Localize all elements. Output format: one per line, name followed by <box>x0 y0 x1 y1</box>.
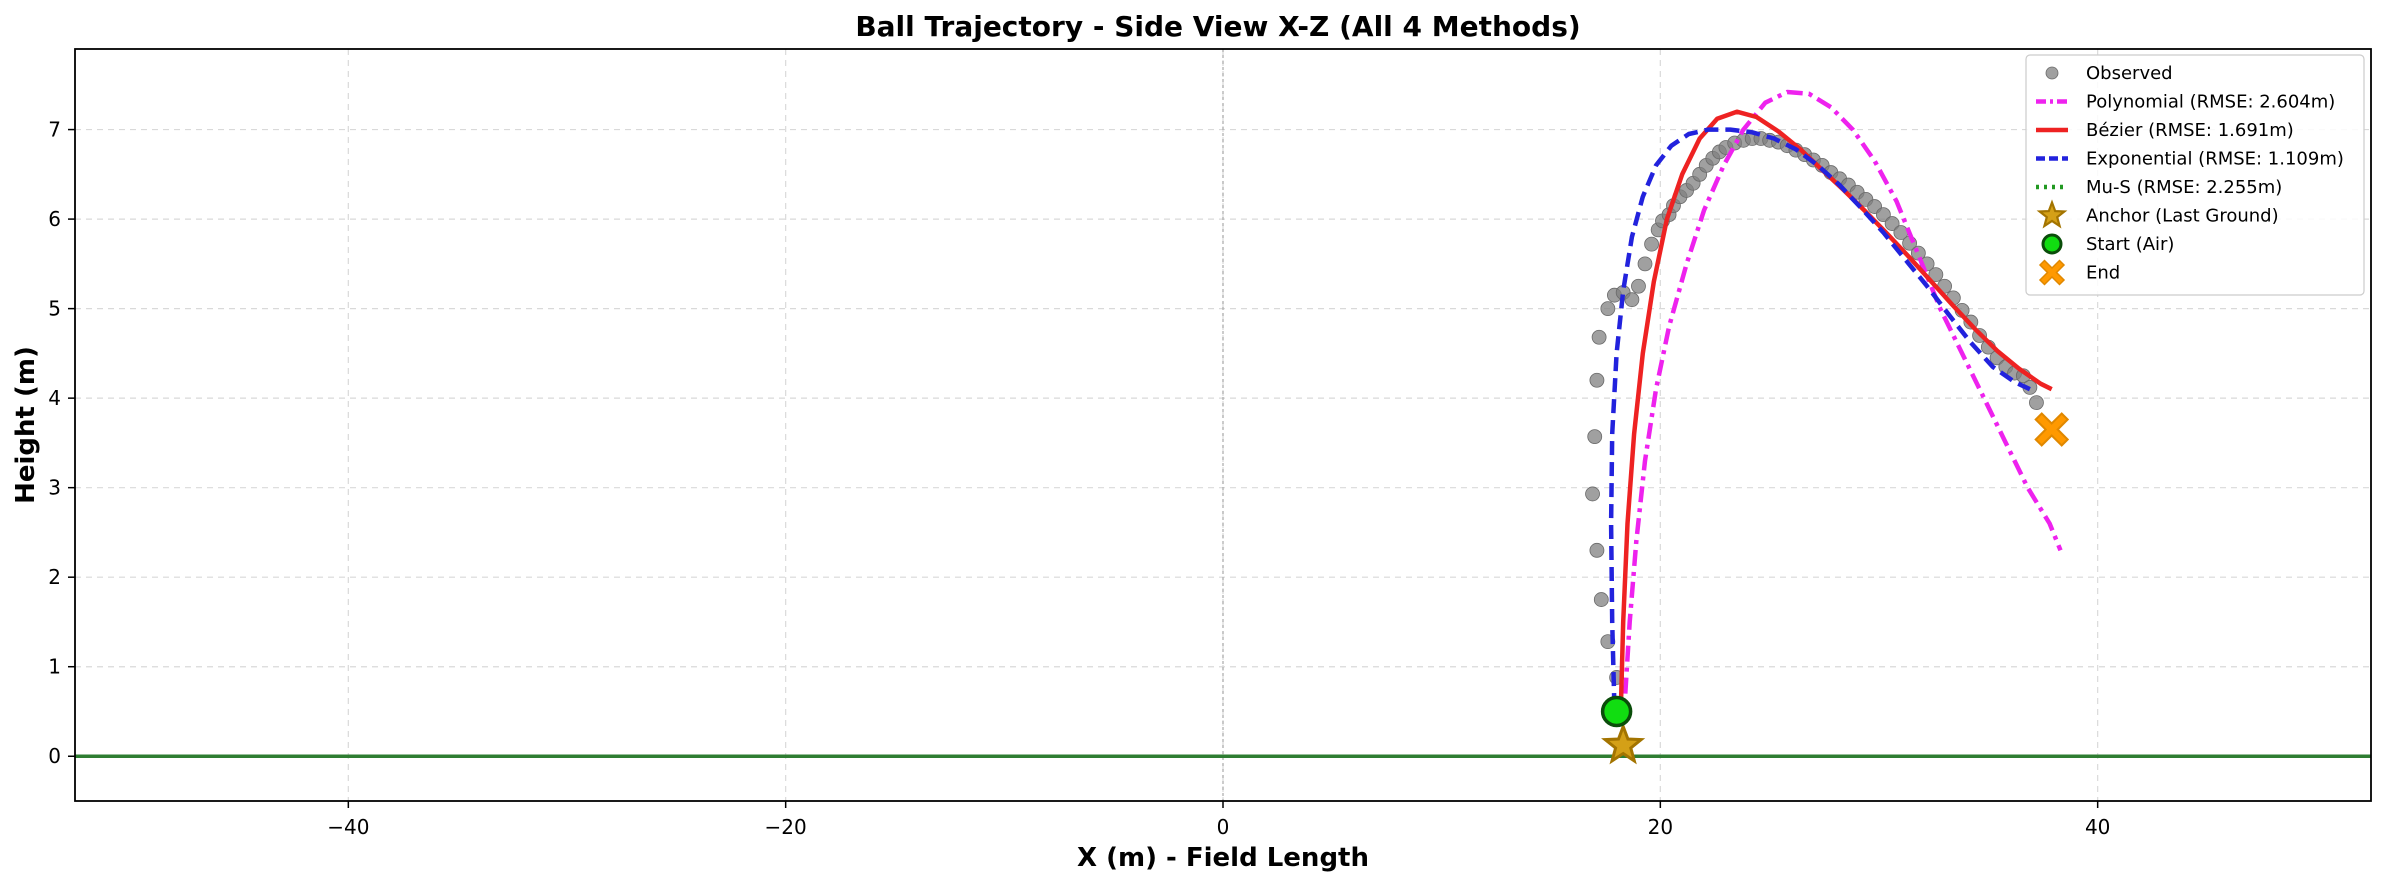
legend-label: Start (Air) <box>2086 234 2174 255</box>
legend-label: Exponential (RMSE: 1.109m) <box>2086 149 2344 170</box>
observed-point <box>1591 329 1607 345</box>
observed-point <box>1589 542 1605 558</box>
legend-box <box>2025 54 2365 296</box>
observed-point <box>1589 372 1605 388</box>
y-tick-label: 3 <box>48 476 61 500</box>
legend-label: End <box>2086 263 2120 284</box>
legend-label: Anchor (Last Ground) <box>2086 206 2279 227</box>
legend-label: Bézier (RMSE: 1.691m) <box>2086 120 2294 141</box>
reference-lines <box>75 49 2371 801</box>
start-marker <box>1600 695 1633 728</box>
anchor-marker <box>1601 722 1646 765</box>
series-line <box>1623 89 2063 694</box>
observed-point <box>2029 395 2044 411</box>
x-tick-label: 40 <box>2085 815 2110 839</box>
plot-markers <box>1600 412 2070 765</box>
y-axis-label: Height (m) <box>11 346 41 504</box>
y-tick-label: 5 <box>48 297 61 321</box>
legend-label: Observed <box>2086 63 2173 84</box>
series-line <box>1618 109 2053 703</box>
observed-point <box>1637 256 1653 272</box>
observed-point <box>1644 236 1659 252</box>
y-tick-label: 1 <box>48 655 61 679</box>
legend-label: Polynomial (RMSE: 2.604m) <box>2086 92 2335 113</box>
observed-point <box>1631 278 1646 294</box>
x-tick-label: −40 <box>327 815 369 839</box>
observed-point <box>1593 592 1609 607</box>
observed-point <box>1875 207 1891 223</box>
x-tick-label: 20 <box>1648 815 1673 839</box>
y-tick-label: 6 <box>48 207 61 231</box>
y-tick-label: 0 <box>48 744 61 768</box>
series-line <box>1608 127 2031 708</box>
y-tick-label: 7 <box>48 118 61 142</box>
chart-title: Ball Trajectory - Side View X-Z (All 4 M… <box>855 10 1580 43</box>
observed-point <box>1624 292 1640 308</box>
legend-label: Mu-S (RMSE: 2.255m) <box>2086 177 2282 198</box>
y-axis: 0 1 2 3 4 5 6 7 <box>48 118 75 768</box>
observed-point <box>1600 301 1616 317</box>
y-tick-label: 4 <box>48 386 61 410</box>
x-tick-label: 0 <box>1217 815 1230 839</box>
observed-point <box>1928 267 1944 283</box>
observed-point <box>1884 216 1900 231</box>
observed-point <box>1587 429 1603 445</box>
plot-series <box>1585 89 2063 708</box>
legend-handle <box>2041 233 2063 255</box>
x-tick-label: −20 <box>765 815 807 839</box>
legend-handle <box>2036 199 2068 229</box>
legend: Observed Polynomial (RMSE: 2.604m) Bézier … <box>2025 54 2365 296</box>
x-axis: −40 −20 0 20 40 <box>327 801 2110 839</box>
legend-handle <box>2038 259 2066 286</box>
legend-handle <box>2045 66 2059 80</box>
x-axis-label: X (m) - Field Length <box>1077 843 1369 873</box>
observed-point <box>1585 486 1600 502</box>
y-tick-label: 2 <box>48 565 61 589</box>
end-marker <box>2034 412 2070 447</box>
